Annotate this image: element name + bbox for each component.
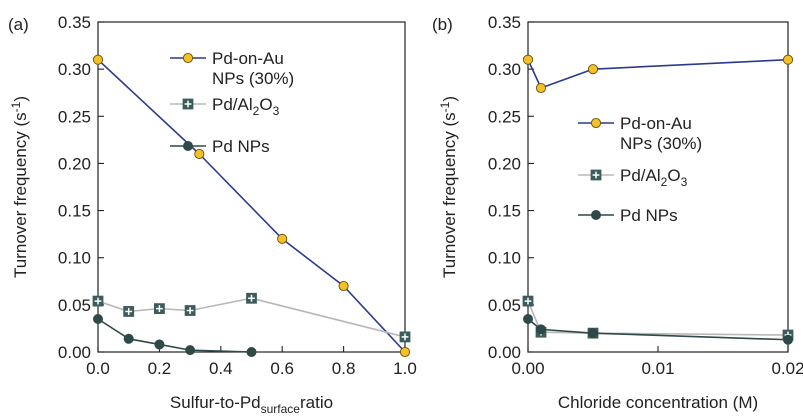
y-tick-label: 0.10 bbox=[488, 249, 521, 268]
y-tick-label: 0.25 bbox=[58, 107, 91, 126]
x-tick-label: 0.2 bbox=[148, 359, 172, 378]
y-axis-title: Turnover frequency (s-1) bbox=[438, 96, 459, 278]
series-3-point bbox=[588, 328, 599, 339]
series-line-2 bbox=[527, 300, 789, 336]
y-tick-label: 0.30 bbox=[58, 60, 91, 79]
series-line-1 bbox=[527, 58, 789, 89]
series-3-point bbox=[523, 313, 534, 324]
y-tick-label: 0.20 bbox=[58, 154, 91, 173]
x-axis-title: Sulfur-to-Pdsurfaceratio bbox=[170, 393, 333, 416]
legend-label-1: Pd-on-Au bbox=[620, 114, 692, 133]
series-line-3 bbox=[97, 318, 252, 353]
series-1-point bbox=[92, 54, 104, 65]
plot-frame bbox=[527, 21, 789, 353]
y-tick-label: 0.35 bbox=[488, 13, 521, 32]
legend-marker-1 bbox=[182, 52, 194, 64]
series-1-point bbox=[338, 280, 349, 292]
y-tick-label: 0.00 bbox=[488, 343, 521, 362]
panel-label: (b) bbox=[432, 15, 453, 34]
x-tick-label: 0.0 bbox=[86, 359, 110, 378]
series-3-point bbox=[783, 334, 794, 345]
x-axis-title: Chloride concentration (M) bbox=[558, 393, 758, 412]
x-tick-label: 0.8 bbox=[332, 359, 356, 378]
y-tick-label: 0.00 bbox=[58, 343, 91, 362]
y-tick-label: 0.15 bbox=[58, 202, 91, 221]
series-line-3 bbox=[527, 318, 789, 341]
panel-a: 0.00 0.05 0.10 0.15 0.20 0.25 0.30 0.35 0.0 0.2 0.… bbox=[8, 13, 417, 416]
series-3-point bbox=[123, 333, 134, 344]
panel-b: 0.00 0.05 0.10 0.15 0.20 0.25 0.30 0.35 0.00 0.01… bbox=[432, 13, 803, 412]
series-3-point bbox=[93, 313, 104, 324]
series-3-point bbox=[536, 324, 547, 335]
y-tick-label: 0.35 bbox=[58, 13, 91, 32]
series-1-point bbox=[522, 54, 534, 65]
series-1-point bbox=[194, 148, 205, 160]
series-1-point bbox=[587, 64, 599, 75]
series-3-point bbox=[154, 339, 165, 350]
x-tick-label: 0.6 bbox=[270, 359, 294, 378]
legend-label-1-line2: NPs (30%) bbox=[620, 134, 702, 153]
y-axis-title: Turnover frequency (s-1) bbox=[9, 96, 30, 278]
legend-label-1-line2: NPs (30%) bbox=[212, 69, 294, 88]
y-tick-label: 0.05 bbox=[58, 296, 91, 315]
legend-label-2: Pd/Al2O3 bbox=[620, 166, 688, 189]
series-1-point bbox=[277, 233, 288, 244]
legend-label-1: Pd-on-Au bbox=[212, 49, 284, 68]
legend-label-3: Pd NPs bbox=[212, 137, 270, 156]
y-tick-label: 0.20 bbox=[488, 154, 521, 173]
y-tick-label: 0.05 bbox=[488, 296, 521, 315]
legend-label-2: Pd/Al2O3 bbox=[212, 95, 280, 118]
legend-marker-3 bbox=[182, 140, 193, 151]
legend-marker-3 bbox=[591, 209, 602, 220]
x-tick-label: 0.00 bbox=[511, 359, 544, 378]
y-tick-label: 0.15 bbox=[488, 202, 521, 221]
series-1-point bbox=[399, 346, 411, 358]
x-tick-label: 0.4 bbox=[209, 359, 233, 378]
y-tick-label: 0.30 bbox=[488, 60, 521, 79]
y-tick-label: 0.25 bbox=[488, 107, 521, 126]
series-1-point bbox=[535, 82, 547, 94]
x-tick-label: 0.01 bbox=[641, 359, 674, 378]
x-tick-label: 1.0 bbox=[393, 359, 417, 378]
panel-label: (a) bbox=[8, 15, 29, 34]
series-3-point bbox=[185, 345, 196, 356]
x-tick-label: 0.02 bbox=[771, 359, 803, 378]
series-1-point bbox=[782, 54, 794, 65]
series-3-point bbox=[246, 346, 257, 357]
y-tick-label: 0.10 bbox=[58, 249, 91, 268]
legend-label-3: Pd NPs bbox=[620, 206, 678, 225]
series-line-2 bbox=[97, 297, 406, 338]
legend-marker-1 bbox=[590, 117, 602, 129]
